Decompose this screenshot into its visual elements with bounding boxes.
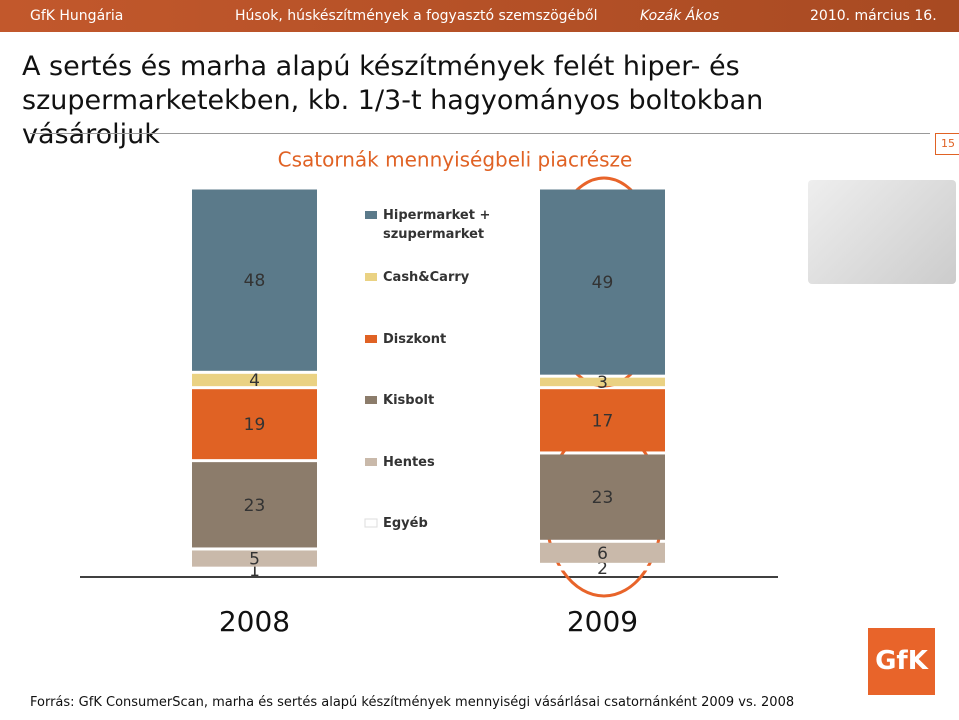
value-label: 3 [597,373,608,393]
bar-segment [540,565,665,571]
value-label: 17 [592,411,614,431]
value-label: 19 [244,415,266,435]
legend-swatch [365,458,377,466]
legend-label: Hipermarket + szupermarket [383,208,491,242]
chart-title: Csatornák mennyiségbeli piacrésze [278,148,633,172]
photo [808,180,956,284]
legend-swatch [365,211,377,219]
header-company: GfK Hungária [30,8,124,24]
bar-segment [192,569,317,571]
bar-segment [192,550,317,567]
legend-label: Cash&Carry [383,270,470,285]
header-bar [0,0,959,32]
source-note: Forrás: GfK ConsumerScan, marha és serté… [30,695,795,710]
bar-segment [192,189,317,371]
category-label: 2008 [219,605,290,638]
bar-segment [192,462,317,548]
legend-swatch [365,273,377,281]
page-number: 15 [935,133,959,155]
bar-segment [540,542,665,563]
bar-segment [540,389,665,452]
legend-swatch [365,396,377,404]
header-author: Kozák Ákos [640,8,720,24]
value-label: 48 [244,271,266,291]
legend-swatch [364,518,378,528]
legend-label: Kisbolt [383,393,435,408]
value-label: 23 [244,496,266,516]
value-label: 6 [597,544,608,564]
bar-segment [192,389,317,460]
legend-swatch [365,335,377,343]
legend-label: Egyéb [383,516,428,531]
slide-title: A sertés és marha alapú készítmények fel… [22,51,764,150]
title-rule [30,133,930,134]
header-date: 2010. március 16. [810,8,937,24]
gfk-logo: GfK [868,628,935,695]
bar-segment [540,377,665,387]
value-label: 2 [597,559,608,579]
header-topic: Húsok, húskészítmények a fogyasztó szems… [235,8,598,24]
legend-label: Hentes [383,455,435,470]
bar-segment [540,189,665,375]
value-label: 5 [249,550,260,570]
value-label: 23 [592,488,614,508]
value-label: 49 [592,273,614,293]
value-label: 1 [249,561,260,581]
category-label: 2009 [567,605,638,638]
value-label: 4 [249,371,260,391]
bar-segment [540,454,665,540]
bar-segment [192,373,317,387]
legend-label: Diszkont [383,332,447,347]
